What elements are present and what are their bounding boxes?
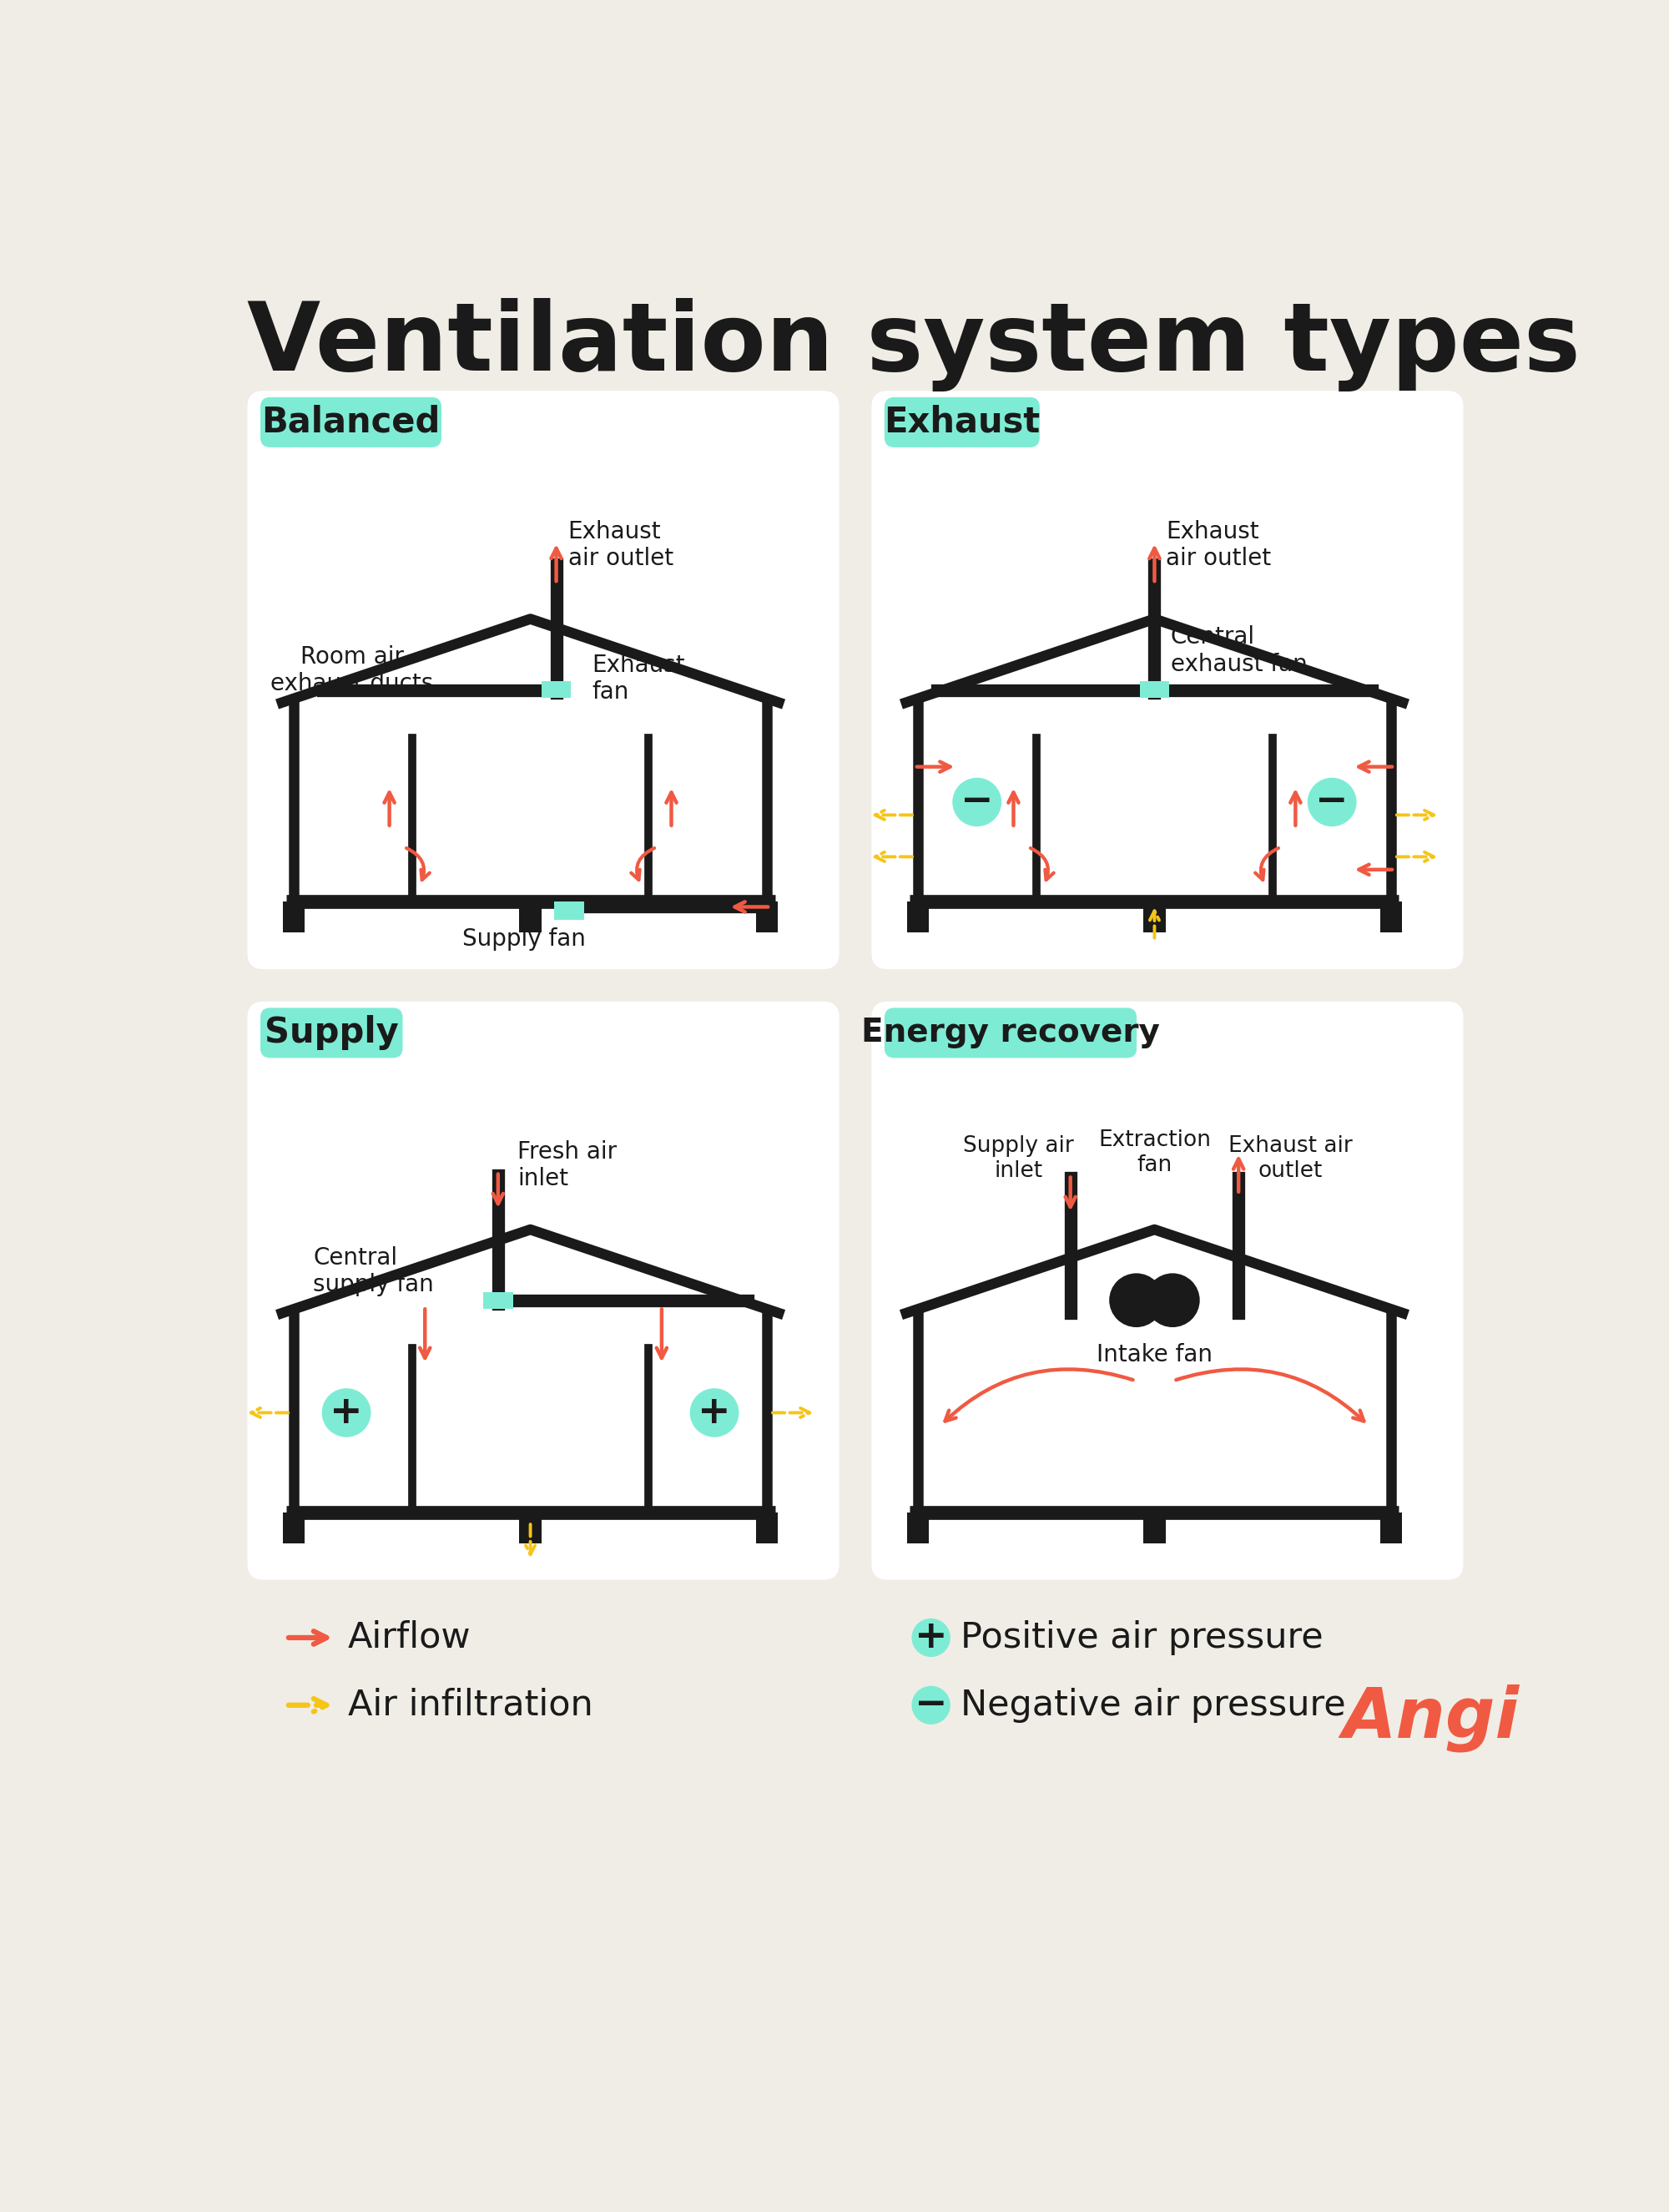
Circle shape [322, 1389, 371, 1438]
FancyBboxPatch shape [260, 1009, 402, 1057]
FancyBboxPatch shape [871, 392, 1464, 969]
Circle shape [911, 1619, 950, 1657]
Text: Ventilation system types: Ventilation system types [247, 299, 1581, 392]
Circle shape [911, 1686, 950, 1725]
FancyBboxPatch shape [871, 1002, 1464, 1579]
Text: Intake fan: Intake fan [1097, 1343, 1212, 1367]
Circle shape [1307, 779, 1357, 827]
Circle shape [953, 779, 1001, 827]
FancyBboxPatch shape [885, 398, 1040, 447]
Text: Exhaust: Exhaust [885, 405, 1040, 440]
Bar [282, 1513, 305, 1544]
Circle shape [1145, 1274, 1200, 1327]
Text: Supply: Supply [264, 1015, 399, 1051]
Text: +: + [698, 1394, 731, 1431]
Bar [282, 902, 305, 933]
Bar [519, 902, 541, 933]
Bar [1380, 902, 1402, 933]
Text: Energy recovery: Energy recovery [861, 1018, 1160, 1048]
Circle shape [1110, 1274, 1163, 1327]
Text: Airflow: Airflow [347, 1619, 471, 1655]
Text: Exhaust air
outlet: Exhaust air outlet [1228, 1135, 1352, 1181]
Text: Central
supply fan: Central supply fan [314, 1245, 434, 1296]
Text: −: − [915, 1686, 948, 1723]
Text: Supply air
inlet: Supply air inlet [963, 1135, 1075, 1181]
Text: −: − [1315, 783, 1349, 821]
Text: Angi: Angi [1342, 1683, 1519, 1752]
Bar [482, 1292, 512, 1310]
Text: Exhaust
air outlet: Exhaust air outlet [1167, 520, 1272, 571]
FancyBboxPatch shape [885, 1009, 1137, 1057]
Text: Extraction
fan: Extraction fan [1098, 1128, 1210, 1177]
Text: +: + [915, 1619, 948, 1657]
Text: Positive air pressure: Positive air pressure [961, 1619, 1324, 1655]
Bar [1143, 1513, 1165, 1544]
FancyBboxPatch shape [260, 398, 441, 447]
Text: Central
exhaust fan: Central exhaust fan [1170, 626, 1307, 677]
Bar [906, 1513, 928, 1544]
Text: Fresh air
inlet: Fresh air inlet [517, 1139, 618, 1190]
Text: −: − [960, 783, 993, 821]
Text: Balanced: Balanced [262, 405, 441, 440]
FancyBboxPatch shape [247, 392, 840, 969]
Text: Exhaust
fan: Exhaust fan [592, 653, 684, 703]
Bar [554, 902, 584, 920]
Text: +: + [330, 1394, 362, 1431]
FancyBboxPatch shape [247, 1002, 840, 1579]
Circle shape [689, 1389, 739, 1438]
Bar [541, 681, 571, 699]
Bar [1380, 1513, 1402, 1544]
Bar [756, 902, 778, 933]
Bar [906, 902, 928, 933]
Text: Exhaust
air outlet: Exhaust air outlet [567, 520, 673, 571]
Text: Room air
exhaust ducts: Room air exhaust ducts [270, 646, 434, 695]
Text: Supply fan: Supply fan [462, 927, 586, 951]
Text: Negative air pressure: Negative air pressure [961, 1688, 1345, 1723]
Bar [756, 1513, 778, 1544]
Bar [1143, 902, 1165, 933]
Text: Air infiltration: Air infiltration [347, 1688, 592, 1723]
Bar [519, 1513, 541, 1544]
Bar [1140, 681, 1170, 699]
